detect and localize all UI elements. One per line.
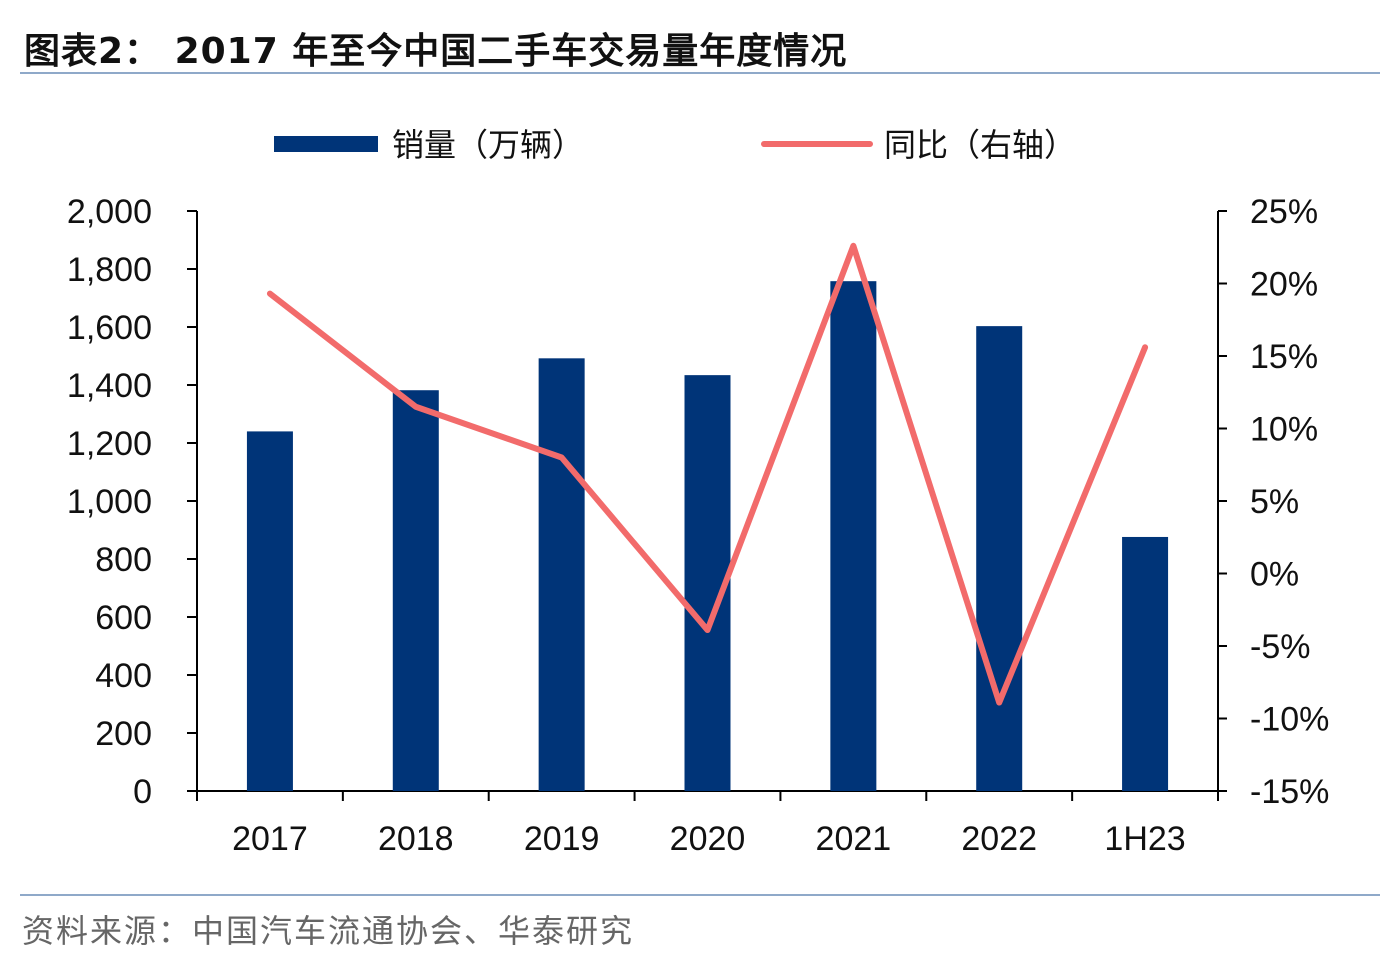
left-tick-label: 0 [133,773,152,811]
right-tick-label: -10% [1250,701,1329,739]
right-tick-label: 25% [1250,193,1318,231]
right-tick-label: 5% [1250,483,1299,521]
x-tick-label: 2021 [816,820,892,858]
bar-2022 [976,326,1023,791]
left-tick-label: 1,200 [67,425,152,463]
bar-2018 [392,390,439,791]
left-tick-label: 2,000 [67,193,152,231]
left-tick-label: 1,600 [67,309,152,347]
bar-2019 [538,358,585,791]
x-tick-label: 1H23 [1104,820,1185,858]
right-tick-label: 0% [1250,556,1299,594]
chart-title: 图表2： 2017 年至今中国二手车交易量年度情况 [24,31,848,72]
x-tick-label: 2022 [961,820,1037,858]
left-tick-label: 800 [95,541,152,579]
x-tick-label: 2017 [232,820,308,858]
left-tick-label: 1,800 [67,251,152,289]
left-tick-label: 600 [95,599,152,637]
x-tick-label: 2018 [378,820,454,858]
right-tick-label: -5% [1250,628,1310,666]
right-tick-label: -15% [1250,773,1329,811]
bottom-rule [20,894,1380,896]
bar-1H23 [1122,536,1169,791]
left-tick-label: 1,000 [67,483,152,521]
bar-2021 [830,281,877,791]
left-tick-label: 200 [95,715,152,753]
x-tick-label: 2019 [524,820,600,858]
legend-bar-label: 销量（万辆） [392,127,584,163]
bar-2017 [246,431,293,791]
source-note: 资料来源：中国汽车流通协会、华泰研究 [22,912,635,950]
top-rule [20,72,1380,74]
legend-line-label: 同比（右轴） [884,127,1076,163]
legend: 销量（万辆） 同比（右轴） [274,127,1076,163]
x-tick-label: 2020 [670,820,746,858]
right-tick-label: 15% [1250,338,1318,376]
right-tick-label: 10% [1250,411,1318,449]
right-tick-label: 20% [1250,266,1318,304]
left-tick-label: 1,400 [67,367,152,405]
legend-bar-swatch [274,136,378,152]
left-tick-label: 400 [95,657,152,695]
